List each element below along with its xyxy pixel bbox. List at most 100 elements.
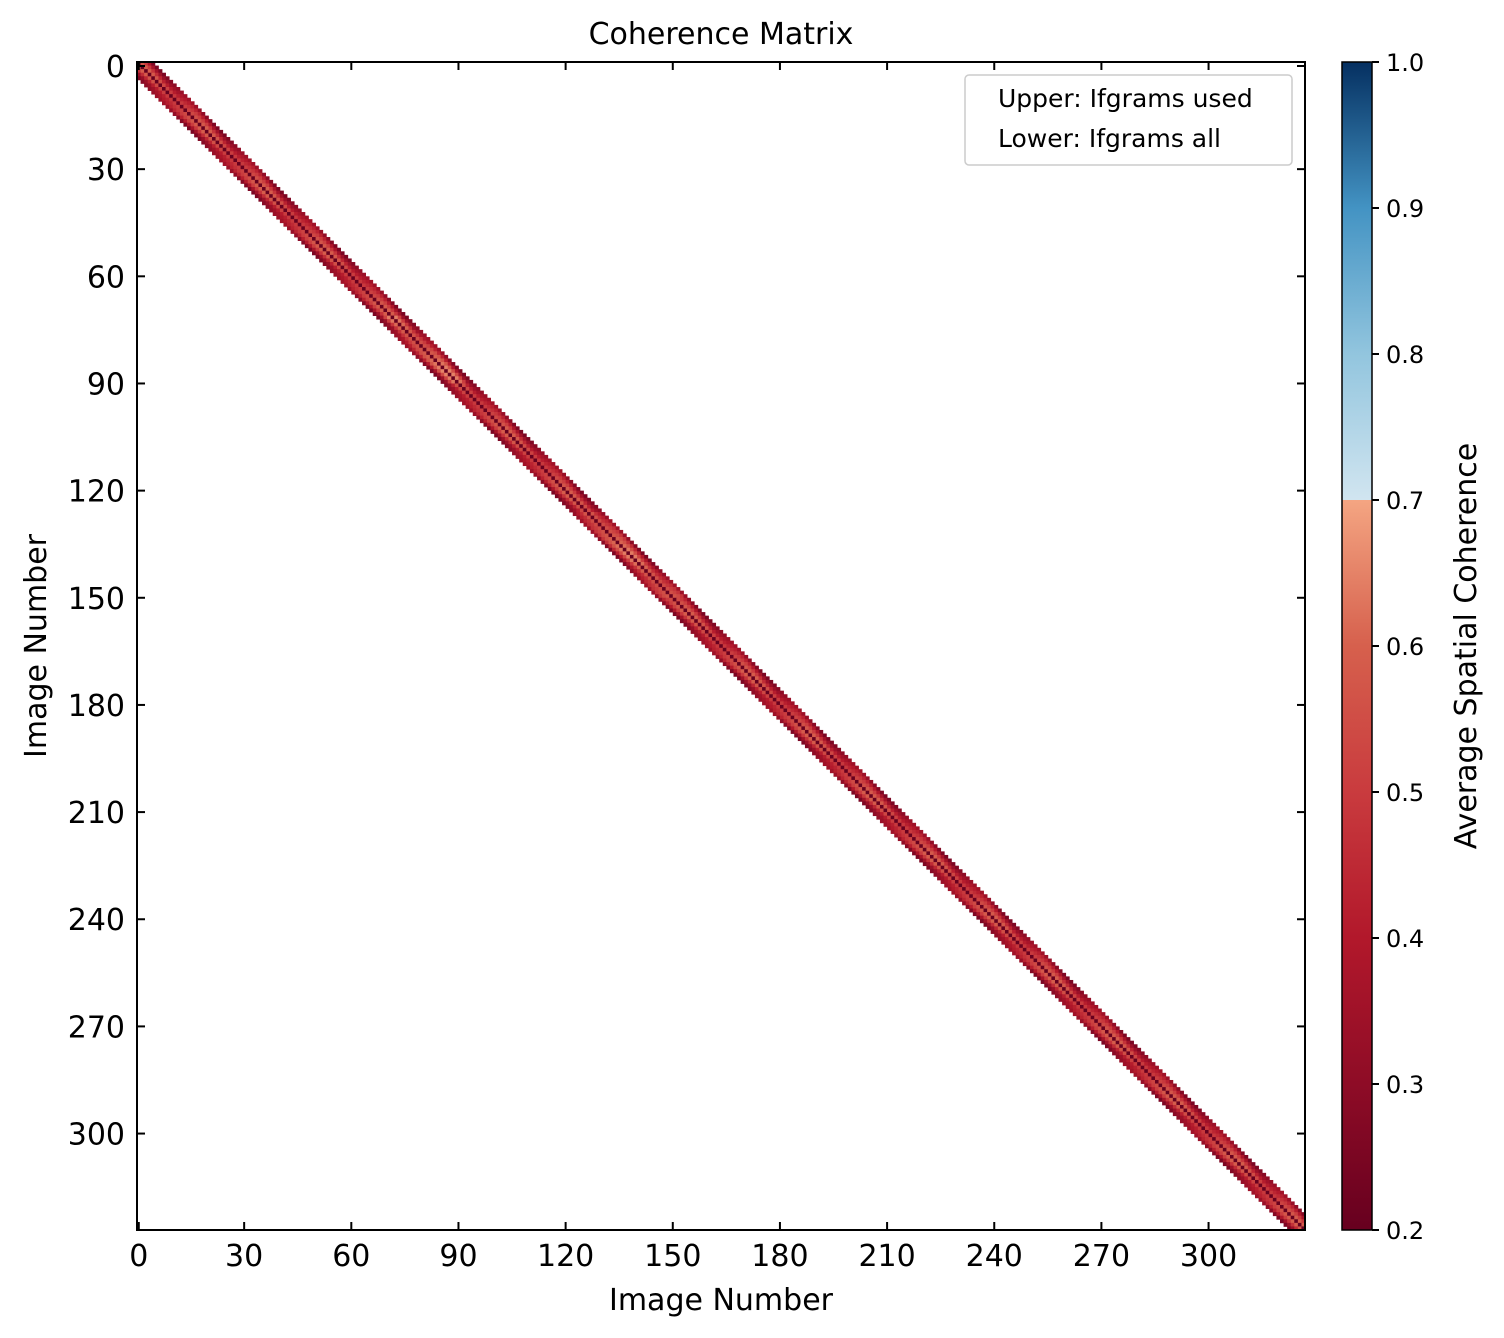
matrix-cell [447, 379, 452, 384]
matrix-cell [747, 687, 752, 692]
matrix-cell [1283, 1197, 1288, 1202]
matrix-cell [915, 826, 920, 831]
matrix-cell [1158, 1097, 1163, 1102]
matrix-cell [140, 72, 145, 77]
matrix-cell [715, 629, 720, 634]
matrix-cell [1115, 1026, 1120, 1031]
matrix-cell [1280, 1190, 1284, 1195]
matrix-cell [183, 115, 188, 120]
matrix-cell [669, 583, 674, 588]
matrix-cell [329, 254, 334, 259]
matrix-cell [779, 708, 784, 713]
matrix-cell [815, 733, 820, 738]
matrix-cell [469, 394, 474, 399]
matrix-cell [483, 401, 488, 406]
matrix-cell [508, 440, 513, 445]
matrix-cell [437, 358, 442, 363]
matrix-cell [183, 122, 188, 127]
matrix-cell [190, 126, 195, 131]
matrix-cell [894, 808, 899, 813]
matrix-cell [1276, 1215, 1281, 1220]
matrix-cell [808, 719, 813, 724]
matrix-cell [1033, 947, 1038, 952]
matrix-cell [872, 797, 877, 802]
matrix-cell [1065, 1004, 1070, 1009]
matrix-cell [908, 837, 913, 842]
matrix-cell [251, 187, 256, 191]
matrix-cell [647, 587, 652, 592]
matrix-cell [254, 172, 259, 177]
matrix-cell [540, 465, 545, 470]
matrix-cell [229, 147, 234, 152]
matrix-cell [1065, 997, 1070, 1002]
matrix-cell [987, 901, 992, 906]
matrix-cell [301, 229, 306, 234]
matrix-cell [508, 429, 513, 434]
matrix-cell [151, 87, 156, 91]
matrix-cell [1133, 1062, 1138, 1067]
matrix-cell [954, 876, 959, 881]
matrix-cell [276, 190, 281, 195]
matrix-cell [558, 490, 563, 495]
matrix-cell [1144, 1062, 1149, 1067]
matrix-cell [772, 697, 777, 702]
matrix-cell [415, 333, 420, 338]
matrix-cell [612, 540, 617, 545]
matrix-cell [687, 608, 692, 613]
matrix-cell [926, 847, 931, 852]
matrix-cell [879, 812, 884, 817]
matrix-cell [1058, 976, 1063, 981]
matrix-cell [612, 547, 617, 552]
matrix-cell [1001, 929, 1006, 934]
matrix-cell [254, 190, 259, 195]
matrix-cell [1197, 1133, 1202, 1138]
matrix-cell [669, 597, 674, 602]
matrix-cell [1290, 1201, 1295, 1206]
matrix-cell [597, 526, 602, 531]
matrix-cell [1008, 933, 1013, 938]
matrix-cell [215, 154, 220, 159]
matrix-cell [679, 601, 684, 606]
matrix-cell [1154, 1087, 1159, 1092]
matrix-cell [726, 640, 731, 645]
matrix-cell [612, 529, 617, 534]
matrix-cell [1240, 1165, 1245, 1170]
matrix-cell [1283, 1212, 1288, 1217]
matrix-cell [179, 108, 184, 113]
colorbar-gradient [1341, 61, 1373, 1231]
matrix-cell [297, 212, 302, 216]
matrix-cell [219, 140, 224, 145]
matrix-cell [237, 158, 241, 163]
matrix-cell [587, 526, 592, 531]
matrix-cell [1201, 1119, 1206, 1124]
matrix-cell [587, 512, 592, 517]
matrix-cell [469, 379, 474, 384]
matrix-cell [1251, 1165, 1256, 1170]
matrix-cell [876, 797, 881, 802]
matrix-cell [990, 919, 995, 924]
matrix-cell [683, 622, 688, 627]
matrix-cell [147, 83, 152, 88]
matrix-cell [1104, 1019, 1109, 1024]
matrix-cell [465, 401, 470, 406]
matrix-cell [658, 597, 663, 602]
matrix-cell [454, 379, 459, 384]
matrix-cell [972, 904, 977, 909]
matrix-cell [1083, 997, 1088, 1002]
matrix-cell [340, 269, 345, 274]
matrix-cell [1065, 987, 1070, 992]
matrix-cell [294, 226, 299, 231]
matrix-cell [590, 504, 595, 509]
matrix-cell [1083, 1022, 1088, 1027]
matrix-cell [640, 558, 645, 563]
matrix-cell [1076, 994, 1081, 999]
matrix-cell [1004, 940, 1009, 945]
matrix-cell [1151, 1065, 1156, 1070]
matrix-cell [440, 379, 445, 384]
matrix-cell [729, 651, 734, 656]
matrix-cell [290, 222, 295, 227]
matrix-cell [712, 626, 717, 631]
matrix-cell [1019, 929, 1024, 934]
matrix-cell [687, 622, 692, 627]
matrix-cell [865, 797, 870, 802]
